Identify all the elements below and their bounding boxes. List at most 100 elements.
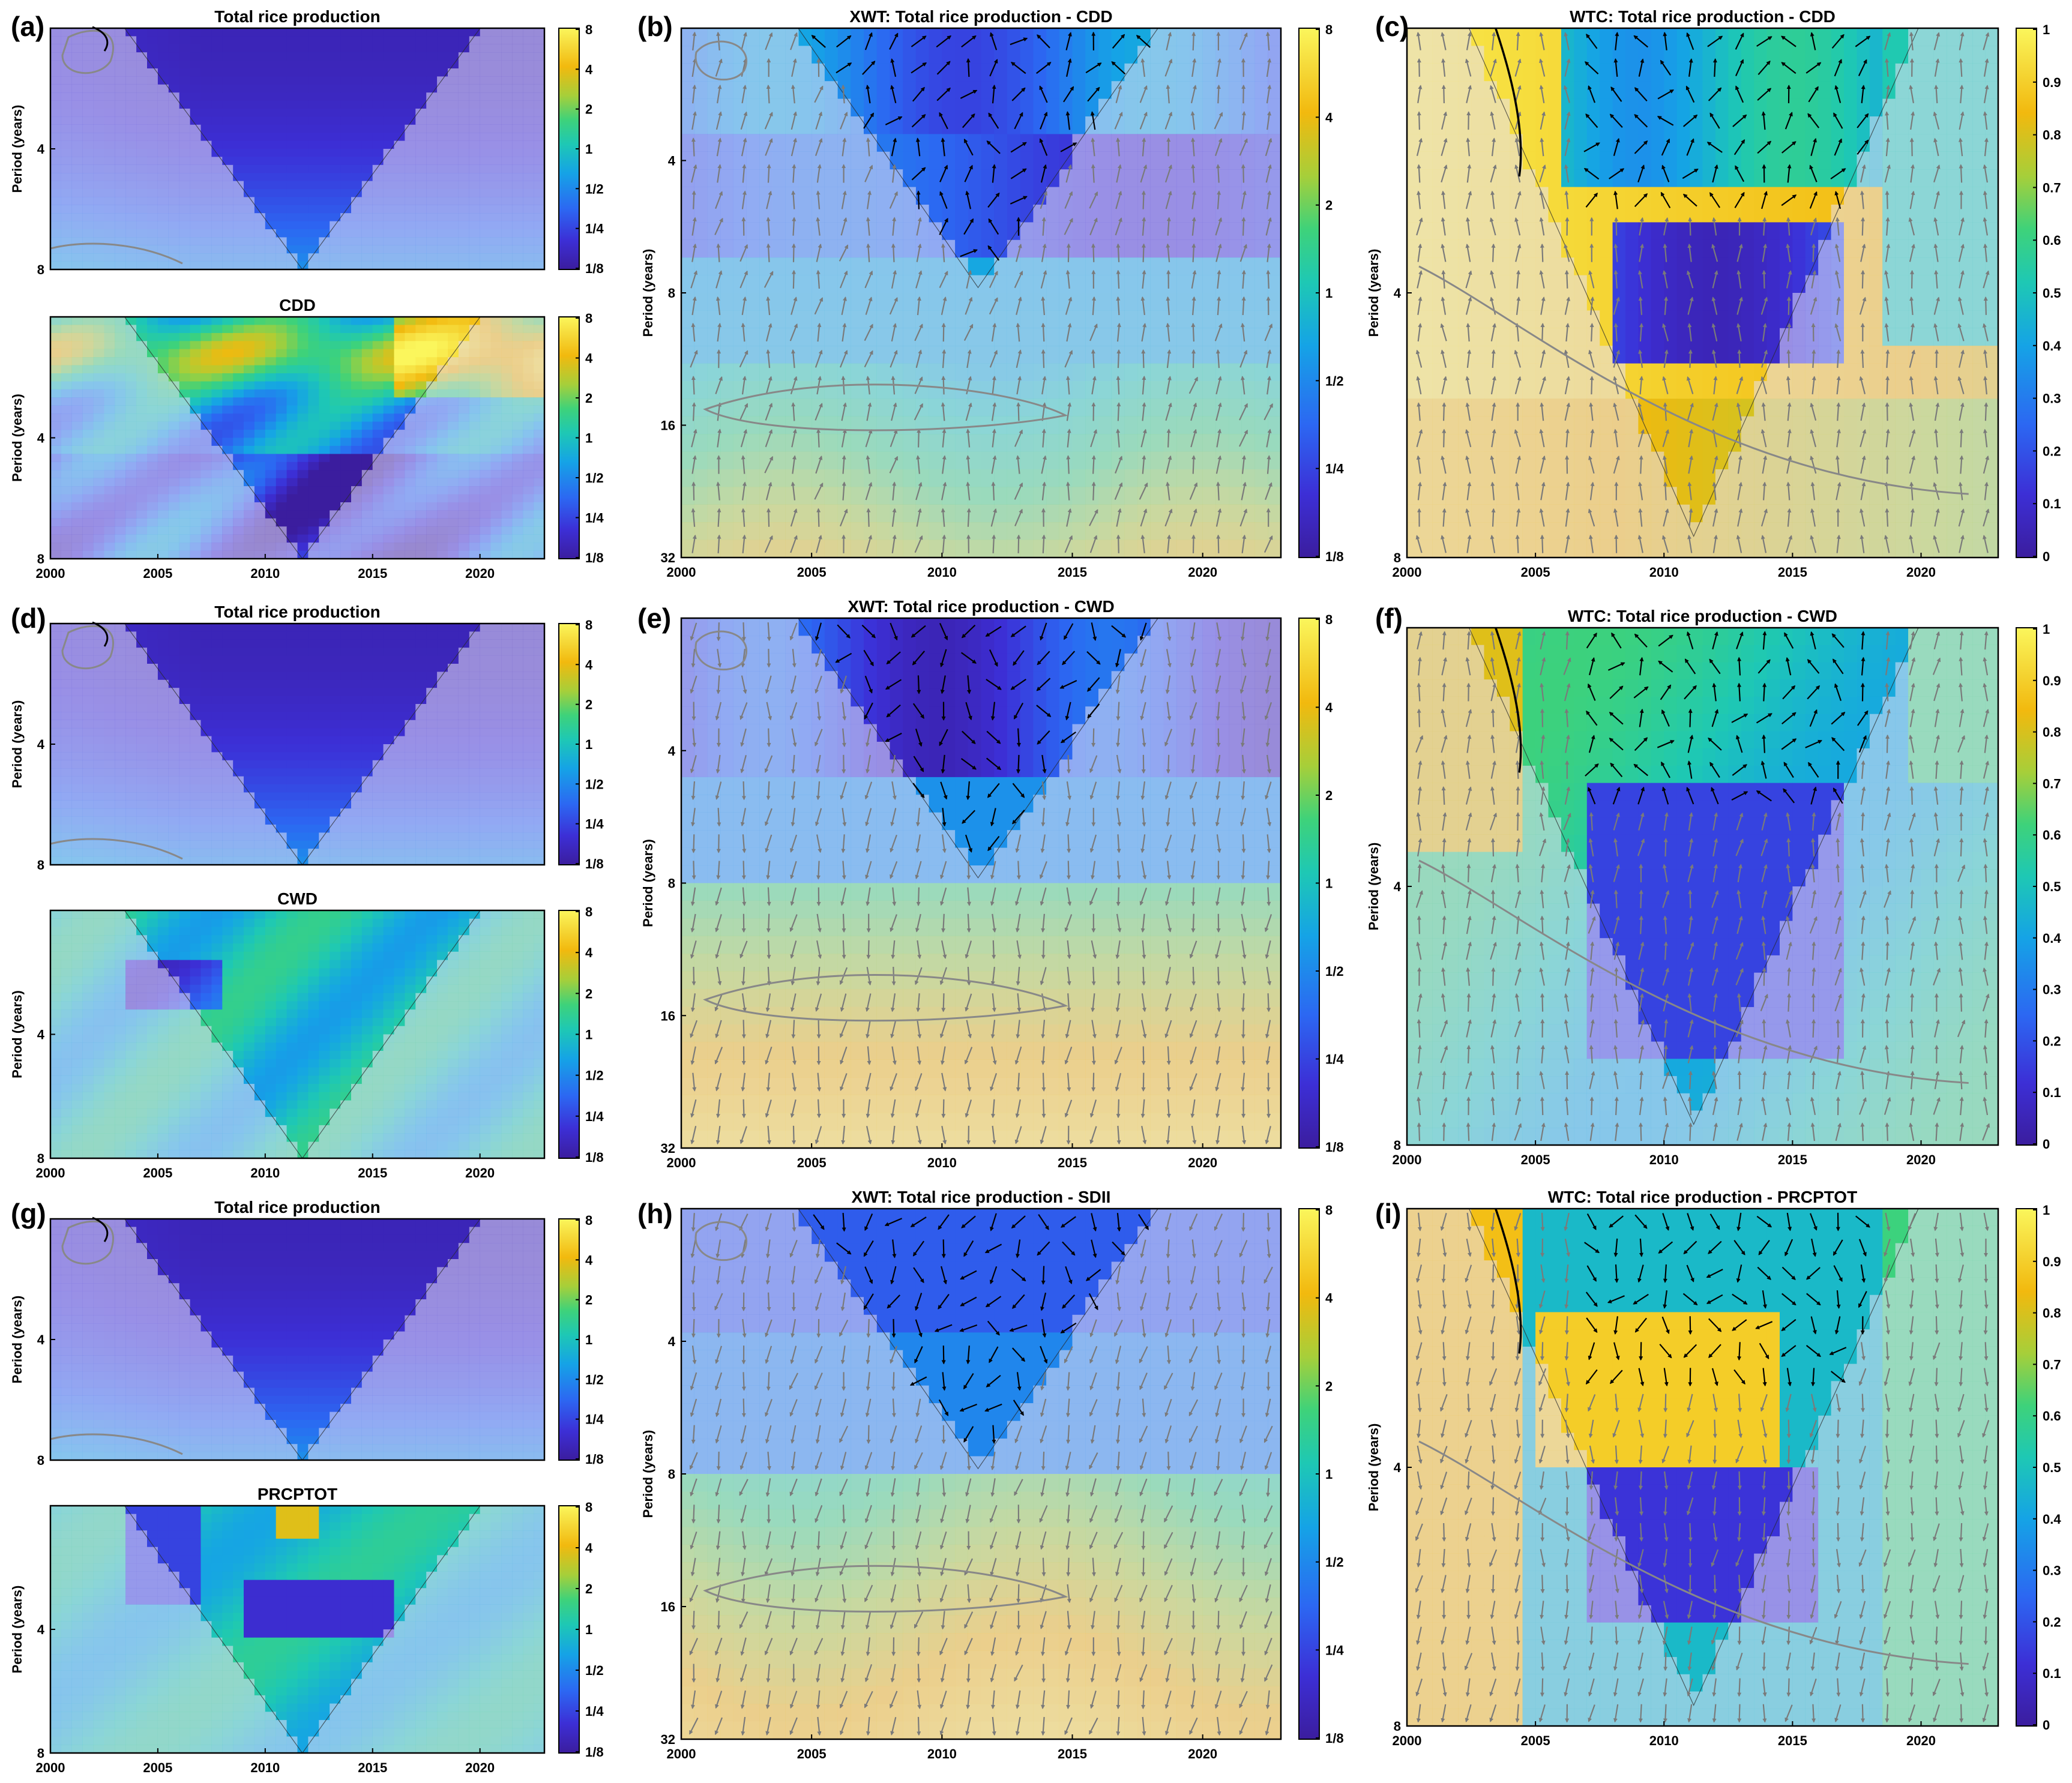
coi-shade-cell [147, 518, 158, 527]
coi-shade-cell [394, 181, 405, 190]
coi-shade-cell [415, 245, 427, 254]
coi-shade-cell [1163, 81, 1177, 100]
heatmap-cell [190, 381, 202, 390]
coi-shade-cell [415, 173, 427, 182]
coi-shade-cell [61, 510, 73, 519]
coi-shade-cell [426, 413, 438, 422]
heatmap-cell [415, 365, 427, 374]
coi-shade-cell [168, 164, 180, 173]
heatmap-cell [383, 100, 395, 109]
heatmap-cell [361, 157, 373, 166]
coi-shade-cell [458, 534, 470, 543]
heatmap-cell [394, 36, 405, 45]
coi-shade-cell [115, 454, 126, 463]
heatmap-cell [426, 317, 438, 325]
heatmap-cell [319, 173, 330, 182]
heatmap-cell [276, 140, 288, 149]
coi-shade-cell [458, 494, 470, 503]
heatmap-cell [200, 389, 212, 398]
coi-shade-cell [480, 445, 492, 454]
heatmap-cell [319, 405, 330, 414]
coi-shade-cell [82, 325, 94, 334]
coi-shade-cell [458, 124, 470, 133]
coi-shade-cell [211, 445, 223, 454]
coi-shade-cell [372, 245, 384, 254]
heatmap-cell [330, 341, 341, 350]
heatmap-cell [394, 28, 405, 37]
heatmap-cell [254, 181, 266, 190]
coi-shade-cell [125, 526, 137, 535]
heatmap-cell [168, 349, 180, 358]
heatmap-cell [233, 397, 244, 406]
heatmap-cell [394, 349, 405, 358]
heatmap-cell [297, 140, 309, 149]
coi-shade-cell [772, 28, 786, 46]
coi-shade-cell [1150, 46, 1164, 64]
heatmap-cell [265, 421, 277, 430]
heatmap-cell [1033, 46, 1047, 64]
heatmap-cell [190, 28, 202, 37]
coi-shade-cell [330, 550, 341, 559]
coi-shade-cell [147, 365, 158, 374]
heatmap-cell [286, 124, 298, 133]
coi-shade-cell [125, 494, 137, 503]
heatmap-cell [915, 46, 930, 64]
heatmap-cell [1072, 81, 1086, 100]
heatmap-cell [233, 52, 244, 61]
coi-shade-cell [125, 173, 137, 182]
coi-shade-cell [501, 341, 513, 350]
heatmap-cell [415, 76, 427, 85]
coi-shade-cell [720, 98, 734, 117]
heatmap-cell [254, 173, 266, 182]
coi-shade-cell [168, 173, 180, 182]
coi-shade-cell [147, 173, 158, 182]
coi-shade-cell [61, 140, 73, 149]
coi-shade-cell [383, 454, 395, 463]
heatmap-cell [308, 181, 319, 190]
heatmap-cell [330, 430, 341, 439]
coi-shade-cell [104, 405, 115, 414]
coi-shade-cell [534, 421, 545, 430]
heatmap-cell [340, 173, 352, 182]
heatmap-cell [136, 317, 148, 325]
coi-shade-cell [490, 332, 502, 341]
coi-shade-cell [125, 373, 137, 382]
coi-shade-cell [480, 84, 492, 93]
heatmap-cell [372, 116, 384, 125]
coi-shade-cell [372, 543, 384, 552]
heatmap-cell [254, 44, 266, 53]
coi-shade-cell [458, 229, 470, 238]
coi-shade-cell [157, 405, 169, 414]
coi-shade-cell [211, 470, 223, 479]
coi-shade-cell [448, 76, 459, 85]
heatmap-cell [276, 421, 288, 430]
coi-shade-cell [71, 478, 83, 487]
coi-shade-cell [426, 445, 438, 454]
heatmap-cell [458, 317, 470, 325]
heatmap-cell [157, 36, 169, 45]
heatmap-cell [361, 92, 373, 101]
coi-shade-cell [125, 44, 137, 53]
coi-shade-cell [168, 109, 180, 117]
coi-shade-cell [534, 317, 545, 325]
coi-shade-cell [71, 397, 83, 406]
coi-shade-cell [115, 100, 126, 109]
coi-shade-cell [437, 365, 448, 374]
coi-shade-cell [61, 205, 73, 214]
heatmap-cell [297, 534, 309, 543]
heatmap-cell [308, 133, 319, 142]
heatmap-cell [824, 46, 839, 64]
coi-shade-cell [501, 116, 513, 125]
coi-shade-cell [179, 221, 191, 230]
coi-shade-cell [480, 421, 492, 430]
coi-shade-cell [82, 454, 94, 463]
coi-shade-cell [501, 462, 513, 471]
coi-shade-cell [746, 28, 760, 46]
coi-shade-cell [61, 543, 73, 552]
heatmap-cell [308, 332, 319, 341]
heatmap-cell [448, 332, 459, 341]
heatmap-cell [297, 109, 309, 117]
heatmap-cell [319, 140, 330, 149]
heatmap-cell [437, 60, 448, 69]
coi-shade-cell [501, 84, 513, 93]
